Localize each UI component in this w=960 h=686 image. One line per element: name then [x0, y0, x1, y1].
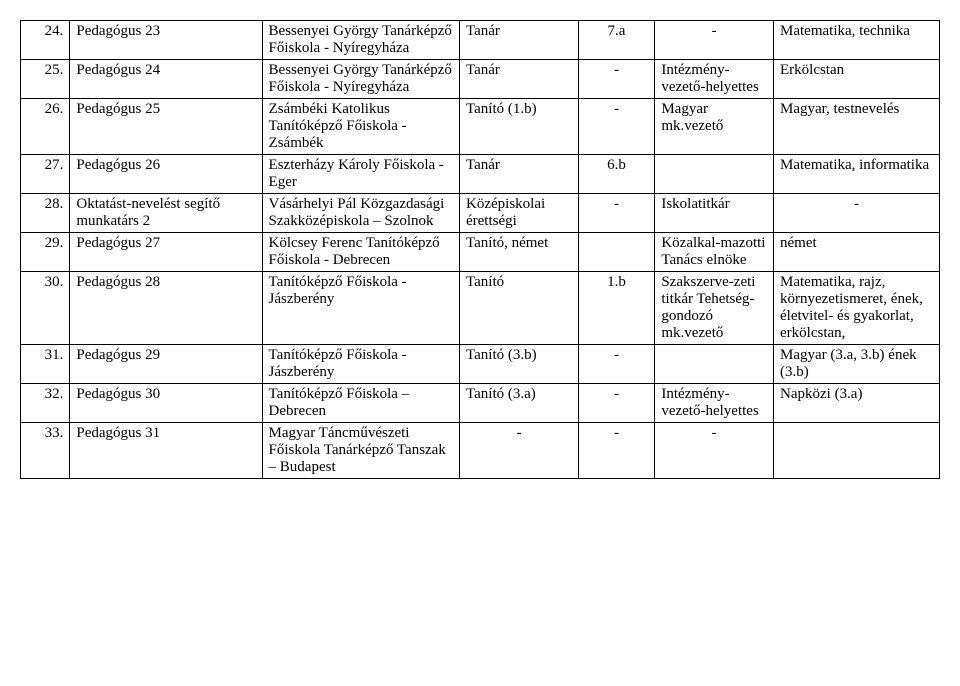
table-row: 25.Pedagógus 24Bessenyei György Tanárkép…: [21, 60, 940, 99]
grade-cell: -: [578, 60, 655, 99]
row-number: 31.: [21, 345, 70, 384]
position-cell: [655, 155, 774, 194]
qualification-cell: Tanár: [460, 155, 579, 194]
table-row: 31.Pedagógus 29Tanítóképző Főiskola - Já…: [21, 345, 940, 384]
qualification-cell: Tanár: [460, 60, 579, 99]
position-cell: -: [655, 21, 774, 60]
qualification-cell: Tanító (3.a): [460, 384, 579, 423]
role-cell: Pedagógus 27: [70, 233, 262, 272]
position-cell: -: [655, 423, 774, 479]
qualification-cell: Tanító: [460, 272, 579, 345]
row-number: 25.: [21, 60, 70, 99]
row-number: 30.: [21, 272, 70, 345]
grade-cell: -: [578, 99, 655, 155]
position-cell: Iskolatitkár: [655, 194, 774, 233]
position-cell: Szakszerve-zeti titkár Tehetség-gondozó …: [655, 272, 774, 345]
institution-cell: Magyar Táncművészeti Főiskola Tanárképző…: [262, 423, 459, 479]
subject-cell: német: [774, 233, 940, 272]
position-cell: Közalkal-mazotti Tanács elnöke: [655, 233, 774, 272]
table-row: 28.Oktatást-nevelést segítő munkatárs 2V…: [21, 194, 940, 233]
position-cell: Intézmény-vezető-helyettes: [655, 384, 774, 423]
institution-cell: Tanítóképző Főiskola - Jászberény: [262, 345, 459, 384]
subject-cell: [774, 423, 940, 479]
role-cell: Pedagógus 23: [70, 21, 262, 60]
grade-cell: -: [578, 423, 655, 479]
grade-cell: -: [578, 384, 655, 423]
grade-cell: -: [578, 345, 655, 384]
institution-cell: Vásárhelyi Pál Közgazdasági Szakközépisk…: [262, 194, 459, 233]
subject-cell: Matematika, rajz, környezetismeret, ének…: [774, 272, 940, 345]
institution-cell: Kölcsey Ferenc Tanítóképző Főiskola - De…: [262, 233, 459, 272]
grade-cell: 6.b: [578, 155, 655, 194]
row-number: 27.: [21, 155, 70, 194]
qualification-cell: Tanár: [460, 21, 579, 60]
qualification-cell: Tanító, német: [460, 233, 579, 272]
grade-cell: 1.b: [578, 272, 655, 345]
row-number: 28.: [21, 194, 70, 233]
role-cell: Pedagógus 28: [70, 272, 262, 345]
row-number: 26.: [21, 99, 70, 155]
table-row: 27.Pedagógus 26Eszterházy Károly Főiskol…: [21, 155, 940, 194]
position-cell: Magyar mk.vezető: [655, 99, 774, 155]
institution-cell: Bessenyei György Tanárképző Főiskola - N…: [262, 60, 459, 99]
role-cell: Pedagógus 31: [70, 423, 262, 479]
qualification-cell: Tanító (1.b): [460, 99, 579, 155]
table-row: 26.Pedagógus 25Zsámbéki Katolikus Tanító…: [21, 99, 940, 155]
row-number: 32.: [21, 384, 70, 423]
institution-cell: Bessenyei György Tanárképző Főiskola - N…: [262, 21, 459, 60]
position-cell: Intézmény-vezető-helyettes: [655, 60, 774, 99]
grade-cell: 7.a: [578, 21, 655, 60]
qualification-cell: -: [460, 423, 579, 479]
row-number: 24.: [21, 21, 70, 60]
institution-cell: Tanítóképző Főiskola - Jászberény: [262, 272, 459, 345]
institution-cell: Zsámbéki Katolikus Tanítóképző Főiskola …: [262, 99, 459, 155]
subject-cell: Magyar (3.a, 3.b) ének (3.b): [774, 345, 940, 384]
grade-cell: [578, 233, 655, 272]
subject-cell: Magyar, testnevelés: [774, 99, 940, 155]
table-row: 24.Pedagógus 23Bessenyei György Tanárkép…: [21, 21, 940, 60]
position-cell: [655, 345, 774, 384]
table-row: 32.Pedagógus 30Tanítóképző Főiskola – De…: [21, 384, 940, 423]
qualification-cell: Középiskolai érettségi: [460, 194, 579, 233]
role-cell: Pedagógus 30: [70, 384, 262, 423]
subject-cell: -: [774, 194, 940, 233]
table-row: 29.Pedagógus 27Kölcsey Ferenc Tanítóképz…: [21, 233, 940, 272]
role-cell: Pedagógus 29: [70, 345, 262, 384]
table-row: 33.Pedagógus 31Magyar Táncművészeti Főis…: [21, 423, 940, 479]
role-cell: Pedagógus 26: [70, 155, 262, 194]
subject-cell: Napközi (3.a): [774, 384, 940, 423]
role-cell: Pedagógus 24: [70, 60, 262, 99]
institution-cell: Eszterházy Károly Főiskola - Eger: [262, 155, 459, 194]
pedagogus-table: 24.Pedagógus 23Bessenyei György Tanárkép…: [20, 20, 940, 479]
role-cell: Pedagógus 25: [70, 99, 262, 155]
subject-cell: Erkölcstan: [774, 60, 940, 99]
subject-cell: Matematika, technika: [774, 21, 940, 60]
row-number: 29.: [21, 233, 70, 272]
table-row: 30.Pedagógus 28Tanítóképző Főiskola - Já…: [21, 272, 940, 345]
role-cell: Oktatást-nevelést segítő munkatárs 2: [70, 194, 262, 233]
subject-cell: Matematika, informatika: [774, 155, 940, 194]
row-number: 33.: [21, 423, 70, 479]
qualification-cell: Tanító (3.b): [460, 345, 579, 384]
grade-cell: -: [578, 194, 655, 233]
institution-cell: Tanítóképző Főiskola – Debrecen: [262, 384, 459, 423]
